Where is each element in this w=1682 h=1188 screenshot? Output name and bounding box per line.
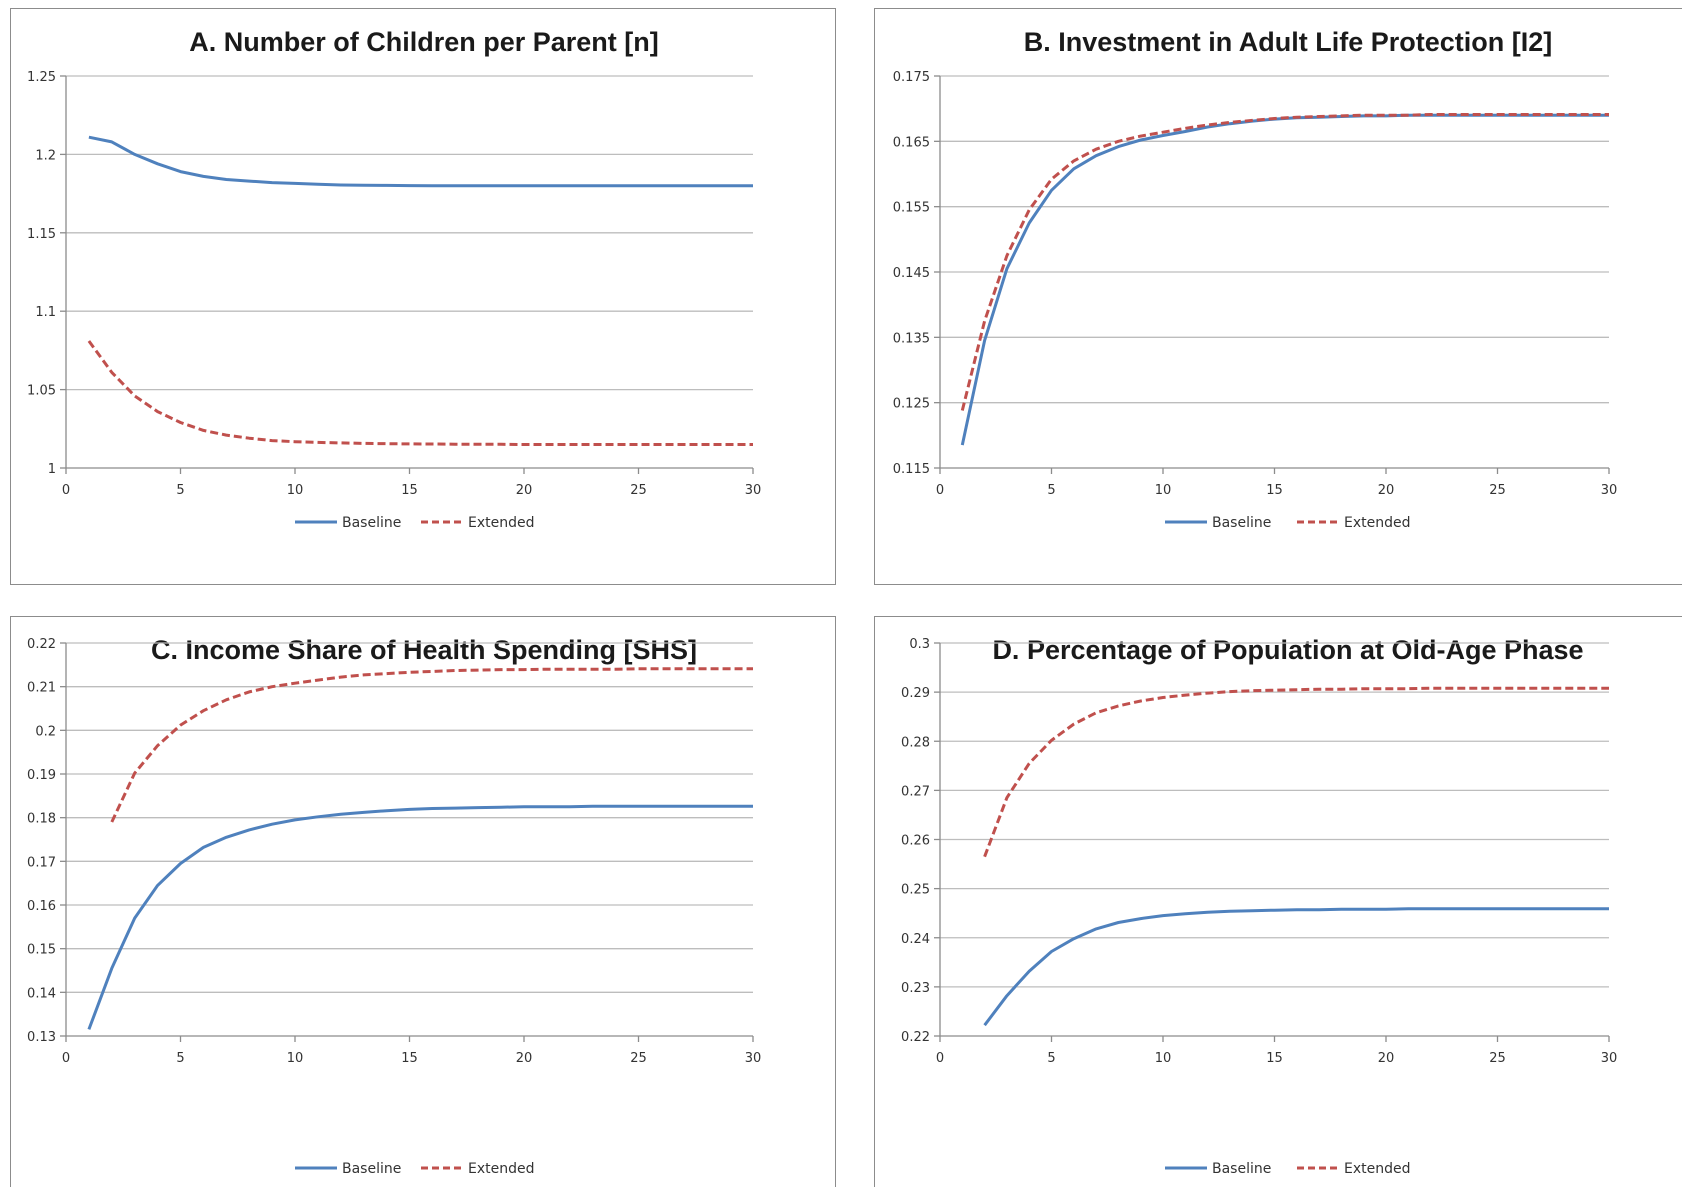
chart-c-legend-extended-label: Extended (468, 1161, 535, 1177)
chart-d-y-tick-label: 0.22 (901, 1030, 930, 1045)
chart-a-y-tick-label: 1.25 (27, 70, 56, 85)
chart-b-legend: Baseline Extended (1165, 515, 1411, 531)
chart-a-series-baseline-line (88, 135, 753, 188)
chart-a-x-tick-label: 25 (630, 483, 647, 498)
chart-d-legend: Baseline Extended (1165, 1161, 1411, 1177)
chart-a-legend-baseline-label: Baseline (342, 515, 401, 531)
chart-c-canvas: C. Income Share of Health Spending [SHS]… (27, 635, 761, 1177)
chart-b-x-tick-label: 20 (1378, 483, 1395, 498)
chart-a-title: A. Number of Children per Parent [n] (189, 27, 659, 57)
chart-panel-b: B. Investment in Adult Life Protection [… (874, 8, 1682, 585)
chart-b-x-tick-label: 5 (1047, 483, 1055, 498)
chart-c-legend-baseline-label: Baseline (342, 1161, 401, 1177)
chart-c-x-tick-label: 10 (287, 1051, 304, 1066)
chart-d-canvas: D. Percentage of Population at Old-Age P… (901, 635, 1617, 1177)
chart-d-y-tick-label: 0.23 (901, 981, 930, 996)
chart-d-plot-area: 0.22 0.23 0.24 0.25 0.26 0.27 0.28 0.29 0.3 0 5 10 1… (901, 637, 1617, 1066)
chart-b-series-baseline-line (960, 113, 1609, 446)
chart-d-x-tick-label: 0 (936, 1051, 944, 1066)
chart-b-x-tick-label: 25 (1489, 483, 1506, 498)
chart-d-y-tick-label: 0.24 (901, 932, 930, 947)
chart-a-x-tick-label: 0 (62, 483, 70, 498)
chart-a-x-tick-label: 20 (516, 483, 533, 498)
chart-d-x-tick-label: 5 (1047, 1051, 1055, 1066)
chart-d-series-extended-line (983, 686, 1609, 858)
chart-b-y-tick-label: 0.155 (893, 201, 930, 216)
chart-c-x-tick-label: 30 (745, 1051, 762, 1066)
chart-b-legend-extended-label: Extended (1344, 515, 1411, 531)
chart-c-y-tick-label: 0.13 (27, 1030, 56, 1045)
chart-c-y-tick-label: 0.18 (27, 812, 56, 827)
chart-b-y-tick-label: 0.145 (893, 266, 930, 281)
chart-c-y-tick-label: 0.16 (27, 899, 56, 914)
chart-b-plot-area: 0.115 0.125 0.135 0.145 0.155 0.165 0.175 0 5 10 1… (893, 70, 1617, 498)
chart-c-plot-area: 0.13 0.14 0.15 0.16 0.17 0.18 0.19 0.2 0.21 0.22 0… (27, 637, 761, 1066)
chart-c-y-tick-label: 0.22 (27, 637, 56, 652)
chart-d-y-tick-label: 0.27 (901, 784, 930, 799)
chart-a-y-tick-label: 1.15 (27, 227, 56, 242)
chart-c-series-baseline-line (87, 804, 753, 1030)
chart-a-x-tick-label: 5 (176, 483, 184, 498)
chart-c-y-tick-label: 0.21 (27, 681, 56, 696)
chart-d-legend-baseline-label: Baseline (1212, 1161, 1271, 1177)
chart-b-x-tick-label: 30 (1601, 483, 1618, 498)
chart-c-x-tick-label: 20 (516, 1051, 533, 1066)
chart-b-x-tick-label: 0 (936, 483, 944, 498)
chart-d-series-baseline-line (983, 907, 1609, 1027)
chart-d-y-tick-label: 0.25 (901, 883, 930, 898)
chart-d-y-tick-label: 0.3 (909, 637, 930, 652)
chart-a-x-tick-label: 15 (401, 483, 418, 498)
chart-d-x-tick-label: 20 (1378, 1051, 1395, 1066)
chart-c-title: C. Income Share of Health Spending [SHS] (151, 635, 697, 665)
chart-a-legend-extended-label: Extended (468, 515, 535, 531)
chart-d-x-tick-label: 10 (1155, 1051, 1172, 1066)
chart-d-legend-extended-label: Extended (1344, 1161, 1411, 1177)
chart-b-legend-baseline-label: Baseline (1212, 515, 1271, 531)
chart-c-y-tick-label: 0.15 (27, 943, 56, 958)
chart-b-y-tick-label: 0.165 (893, 135, 930, 150)
chart-b-canvas: B. Investment in Adult Life Protection [… (893, 27, 1617, 531)
chart-c-x-tick-label: 15 (401, 1051, 418, 1066)
chart-d-y-tick-label: 0.26 (901, 834, 930, 849)
chart-b-y-tick-label: 0.175 (893, 70, 930, 85)
chart-d-x-tick-label: 25 (1489, 1051, 1506, 1066)
chart-c-y-tick-label: 0.17 (27, 855, 56, 870)
chart-a-y-tick-label: 1.2 (35, 148, 56, 163)
chart-d-x-tick-label: 15 (1266, 1051, 1283, 1066)
chart-d-x-tick-label: 30 (1601, 1051, 1618, 1066)
chart-a-x-tick-label: 30 (745, 483, 762, 498)
chart-a-legend: Baseline Extended (295, 515, 535, 531)
chart-b-series-extended-line (960, 113, 1609, 411)
chart-b-y-tick-label: 0.115 (893, 462, 930, 477)
chart-c-y-tick-label: 0.2 (35, 724, 56, 739)
chart-c-y-tick-label: 0.19 (27, 768, 56, 783)
chart-d-y-tick-label: 0.28 (901, 735, 930, 750)
chart-panel-c: C. Income Share of Health Spending [SHS]… (10, 616, 836, 1187)
chart-a-y-tick-label: 1 (48, 462, 56, 477)
chart-c-legend: Baseline Extended (295, 1161, 535, 1177)
chart-a-y-tick-label: 1.05 (27, 384, 56, 399)
chart-panel-d: D. Percentage of Population at Old-Age P… (874, 616, 1682, 1187)
chart-a-canvas: A. Number of Children per Parent [n] 1 1.… (27, 27, 761, 531)
chart-b-x-tick-label: 10 (1155, 483, 1172, 498)
chart-b-y-tick-label: 0.125 (893, 397, 930, 412)
chart-b-x-tick-label: 15 (1266, 483, 1283, 498)
chart-d-title: D. Percentage of Population at Old-Age P… (992, 635, 1583, 665)
chart-a-y-tick-label: 1.1 (35, 305, 56, 320)
chart-a-x-tick-label: 10 (287, 483, 304, 498)
chart-panel-a: A. Number of Children per Parent [n] 1 1.… (10, 8, 836, 585)
chart-c-y-tick-label: 0.14 (27, 986, 56, 1001)
chart-c-x-tick-label: 0 (62, 1051, 70, 1066)
chart-d-y-tick-label: 0.29 (901, 686, 930, 701)
chart-c-x-tick-label: 25 (630, 1051, 647, 1066)
chart-c-x-tick-label: 5 (176, 1051, 184, 1066)
chart-c-series-extended-line (110, 667, 753, 823)
chart-a-plot-area: 1 1.05 1.1 1.15 1.2 1.25 0 5 10 15 20 25 30 (27, 70, 761, 498)
chart-b-y-tick-label: 0.135 (893, 331, 930, 346)
chart-a-series-extended-line (87, 340, 753, 446)
chart-b-title: B. Investment in Adult Life Protection [… (1024, 27, 1553, 57)
